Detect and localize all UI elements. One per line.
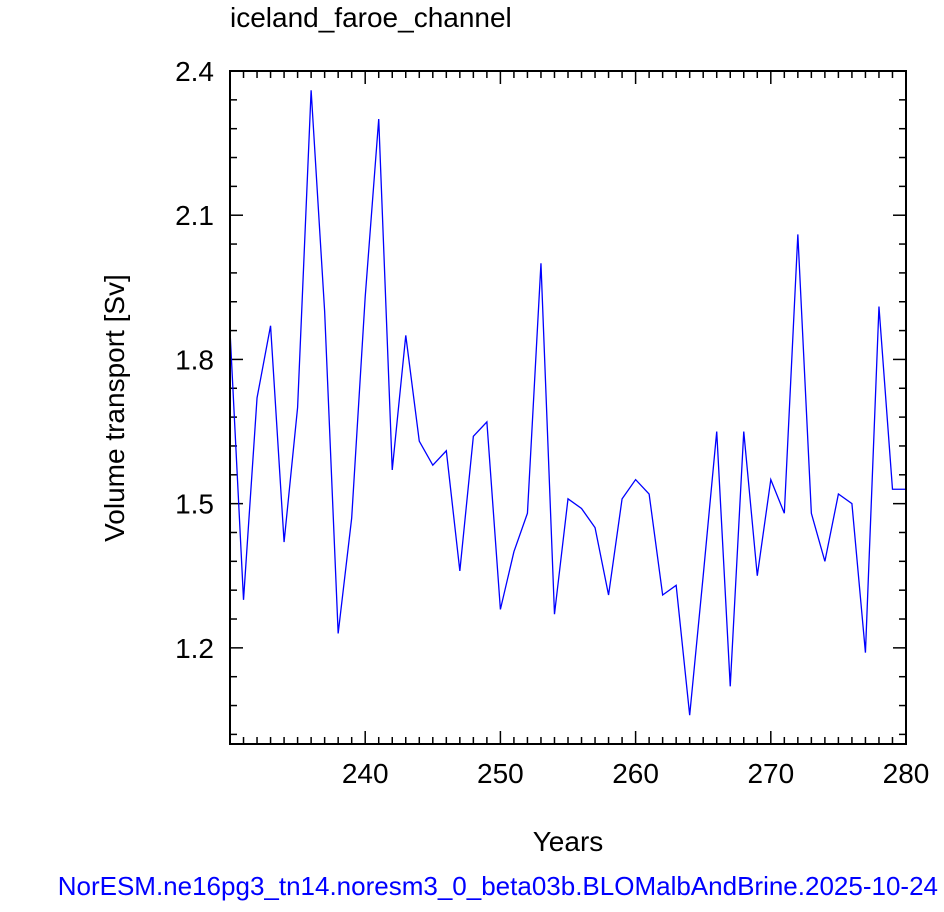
x-tick-label: 280 <box>883 758 930 789</box>
plot-frame <box>229 70 907 745</box>
run-caption-text: NorESM.ne16pg3_tn14.noresm3_0_beta03b.BL… <box>57 871 938 901</box>
axis-ticks <box>229 70 907 744</box>
y-tick-label: 2.4 <box>175 56 214 87</box>
x-tick-label: 270 <box>747 758 794 789</box>
y-tick-label: 1.2 <box>175 633 214 664</box>
y-axis-label: Volume transport [Sv] <box>99 274 130 542</box>
y-tick-label: 1.5 <box>175 489 214 520</box>
x-tick-label: 240 <box>342 758 389 789</box>
series-line <box>229 90 906 716</box>
tick-labels: 240 250 260 270 280 1.2 1.5 1.8 2.1 2.4 <box>175 56 929 789</box>
y-tick-label: 1.8 <box>175 344 214 375</box>
run-caption: NorESM.ne16pg3_tn14.noresm3_0_beta03b.BL… <box>0 869 944 909</box>
x-tick-label: 260 <box>612 758 659 789</box>
chart-title: iceland_faroe_channel <box>230 2 512 33</box>
x-tick-label: 250 <box>477 758 524 789</box>
line-chart: iceland_faroe_channel Volume transport [… <box>99 2 929 857</box>
x-axis-label: Years <box>533 826 604 857</box>
y-tick-label: 2.1 <box>175 200 214 231</box>
